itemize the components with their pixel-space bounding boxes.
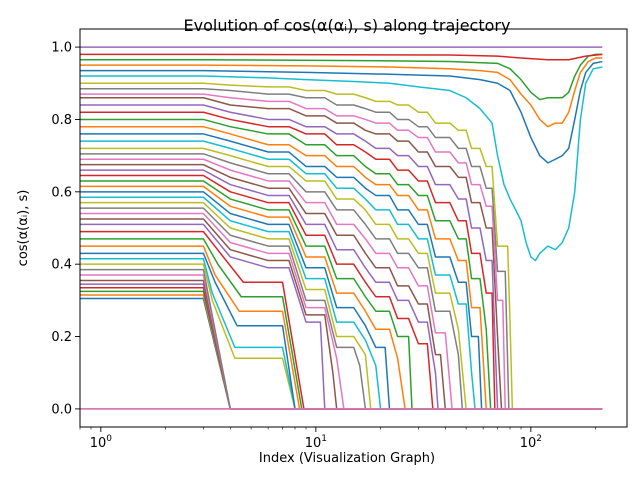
series-line-20 [80, 196, 603, 410]
y-axis: 0.0 0.2 0.4 0.6 0.8 1.0 [51, 41, 80, 417]
series-line-34 [80, 111, 603, 410]
y-axis-label: cos(α(αᵢ), s) [16, 190, 31, 267]
x-axis-label: Index (Visualization Graph) [259, 451, 435, 466]
series-line-43 [80, 53, 603, 101]
series-line-41 [80, 60, 603, 164]
series-line-31 [80, 133, 603, 410]
y-tick-label-3: 0.4 [51, 258, 72, 273]
series-line-18 [80, 207, 603, 410]
series-line-40 [80, 66, 603, 262]
series-line-27 [80, 158, 603, 410]
series-line-17 [80, 212, 603, 410]
series-line-36 [80, 97, 603, 410]
series-line-24 [80, 174, 603, 410]
series-line-39 [80, 82, 603, 410]
series-line-35 [80, 104, 603, 410]
series-line-28 [80, 153, 603, 410]
plot-frame [79, 28, 628, 428]
series-line-38 [80, 87, 603, 410]
series-line-25 [80, 169, 603, 410]
x-tick-label-3: 102 [520, 434, 542, 451]
series-line-21 [80, 191, 603, 410]
series-line-23 [80, 180, 603, 410]
x-axis: 100 101 102 [79, 427, 596, 451]
series-line-15 [80, 223, 603, 410]
series-line-32 [80, 125, 603, 410]
series-line-37 [80, 93, 603, 410]
series-line-16 [80, 218, 603, 410]
y-tick-label-2: 0.2 [51, 330, 72, 345]
x-tick-label-1: 100 [90, 434, 113, 451]
y-tick-label-5: 0.8 [51, 113, 72, 128]
series-line-42 [80, 57, 603, 128]
x-tick-label-2: 101 [305, 434, 327, 451]
chart-title: Evolution of cos(α(αᵢ), s) along traject… [184, 16, 511, 35]
y-tick-label-6: 1.0 [51, 41, 72, 56]
series-line-29 [80, 147, 603, 410]
series-line-26 [80, 163, 603, 410]
series-line-33 [80, 118, 603, 410]
series-line-19 [80, 201, 603, 410]
series-line-30 [80, 140, 603, 410]
y-tick-label-4: 0.6 [51, 185, 72, 200]
series-line-22 [80, 185, 603, 410]
series-group [80, 46, 603, 410]
series-line-44 [80, 53, 603, 61]
series-line-12 [80, 245, 603, 410]
y-tick-label-1: 0.0 [51, 402, 72, 417]
